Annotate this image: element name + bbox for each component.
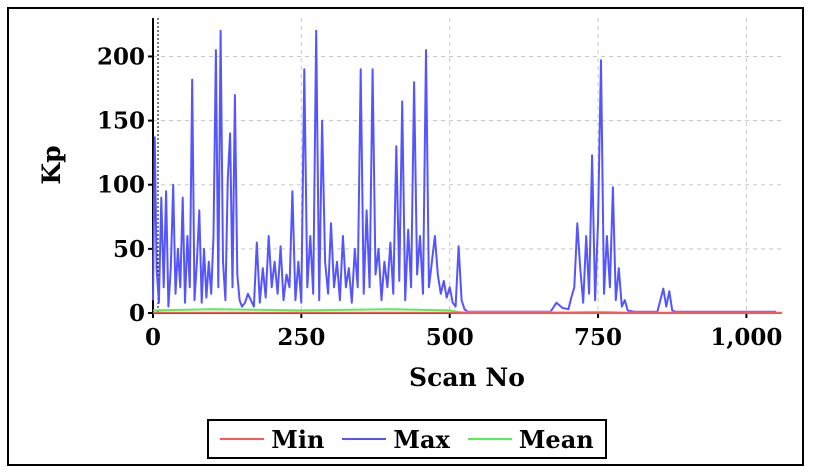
x-tick-label: 1,000	[710, 324, 782, 351]
series-line-max	[152, 29, 777, 313]
y-tick-label: 100	[97, 172, 145, 199]
legend-swatch-min	[220, 438, 265, 440]
legend-swatch-max	[342, 438, 387, 440]
legend-item-min: Min	[220, 425, 324, 454]
grid-lines	[153, 18, 782, 313]
x-axis-title: Scan No	[409, 363, 525, 392]
y-tick-label: 150	[97, 108, 145, 135]
legend-item-max: Max	[342, 424, 450, 454]
x-tick-label: 0	[145, 324, 161, 351]
legend-label-min: Min	[271, 424, 325, 454]
legend-swatch-mean	[467, 438, 512, 440]
legend-label-mean: Mean	[518, 424, 594, 454]
x-tick-label: 750	[574, 324, 622, 351]
axes	[148, 18, 782, 318]
chart-legend: Min Max Mean	[207, 419, 607, 459]
legend-item-mean: Mean	[467, 424, 594, 454]
y-tick-label: 0	[129, 300, 145, 327]
legend-label-max: Max	[393, 424, 450, 454]
x-tick-label: 500	[426, 324, 474, 351]
y-axis-title: Kp	[37, 145, 66, 184]
tick-labels: 0 50 100 150 200 0 250 500 750 1,000	[97, 43, 782, 351]
series-lines	[152, 29, 782, 314]
y-tick-label: 200	[97, 43, 145, 70]
y-tick-label: 50	[113, 236, 145, 263]
chart-frame	[7, 7, 804, 466]
x-tick-label: 250	[277, 324, 325, 351]
